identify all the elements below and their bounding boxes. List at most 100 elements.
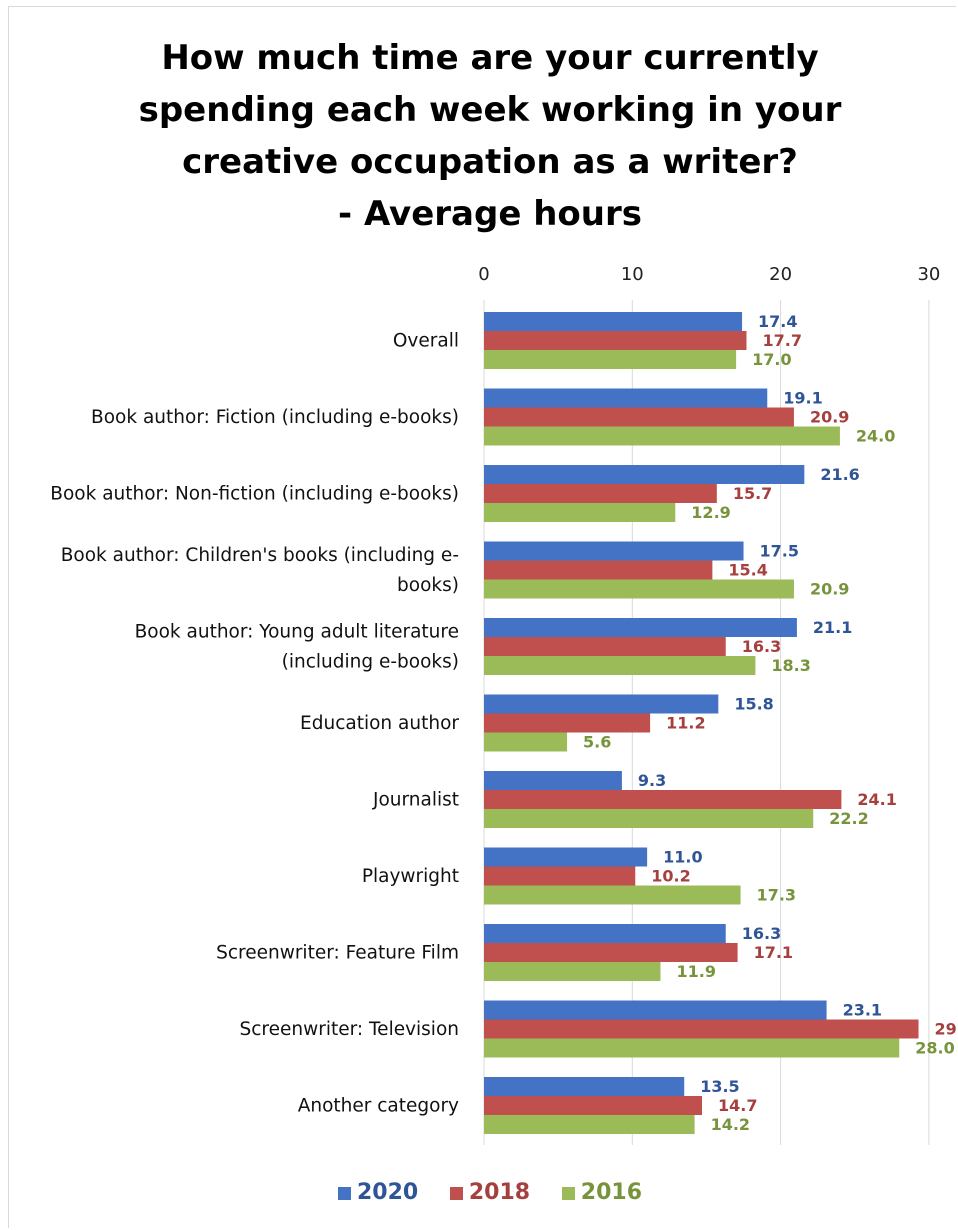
data-label: 15.7 [733, 484, 772, 503]
bar-2018 [484, 866, 636, 886]
bar-2018 [484, 790, 842, 809]
bar-2016 [484, 1115, 695, 1134]
chart-title-line: creative occupation as a writer? [182, 142, 798, 182]
legend-swatch [337, 1186, 351, 1200]
bar-2018 [484, 1019, 919, 1039]
bar-2016 [484, 503, 676, 522]
bar-2020 [484, 694, 719, 714]
legend-label: 2016 [580, 1180, 643, 1205]
data-label: 15.8 [734, 695, 773, 714]
bar-2016 [484, 579, 794, 599]
data-label: 17.5 [760, 542, 799, 561]
legend-label: 2020 [356, 1180, 419, 1205]
data-label: 11.0 [663, 848, 702, 867]
chart-title-line: How much time are your currently [161, 38, 819, 78]
legend-swatch [449, 1186, 463, 1200]
data-label: 5.6 [583, 733, 611, 752]
data-label: 24.0 [856, 427, 895, 446]
category-label: Book author: Young adult literature [135, 622, 459, 643]
bar-2018 [484, 407, 794, 427]
data-label: 11.2 [666, 714, 705, 733]
data-label: 28.0 [915, 1039, 954, 1058]
data-label: 24.1 [857, 790, 896, 809]
bar-2020 [484, 388, 768, 408]
category-label: Education author [300, 713, 459, 734]
data-label: 22.2 [829, 809, 868, 828]
data-label: 16.3 [742, 637, 781, 656]
bar-2016 [484, 732, 568, 752]
data-label: 13.5 [700, 1077, 739, 1096]
bar-2016 [484, 426, 840, 446]
data-label: 17.4 [758, 312, 797, 331]
bar-2018 [484, 637, 726, 656]
data-label: 10.2 [651, 867, 690, 886]
data-label: 16.3 [742, 924, 781, 943]
chart-title: How much time are your currently spendin… [0, 32, 958, 240]
bar-2020 [484, 1000, 827, 1020]
data-label: 17.0 [752, 350, 791, 369]
category-label: Journalist [372, 790, 459, 811]
bar-2018 [484, 1096, 703, 1115]
data-label: 14.2 [711, 1115, 750, 1134]
bar-2020 [484, 847, 648, 867]
x-tick-label: 0 [478, 264, 489, 285]
data-label: 12.9 [691, 503, 730, 522]
bar-2016 [484, 1038, 900, 1058]
bar-2018 [484, 331, 747, 350]
bar-2020 [484, 924, 726, 943]
bar-2020 [484, 541, 744, 561]
legend-item-2016: 2016 [561, 1180, 643, 1205]
data-label: 19.1 [783, 389, 822, 408]
x-tick-label: 10 [621, 264, 644, 285]
chart-title-line: spending each week working in your [138, 90, 842, 130]
category-label: Book author: Non-fiction (including e-bo… [50, 484, 459, 505]
bar-2020 [484, 465, 805, 484]
legend-item-2020: 2020 [337, 1180, 419, 1205]
category-label: (including e-books) [282, 652, 459, 673]
legend-label: 2018 [468, 1180, 531, 1205]
category-label: Screenwriter: Feature Film [216, 943, 459, 964]
data-label: 15.4 [728, 561, 767, 580]
legend-item-2018: 2018 [449, 1180, 531, 1205]
data-label: 20.9 [810, 580, 849, 599]
bar-2018 [484, 484, 717, 503]
data-label: 17.1 [754, 943, 793, 962]
data-label: 21.1 [813, 618, 852, 637]
bar-2016 [484, 656, 756, 675]
category-label: Overall [393, 331, 459, 352]
bar-2018 [484, 713, 651, 733]
data-label: 11.9 [676, 962, 715, 981]
bar-2018 [484, 560, 713, 580]
chart-frame [8, 6, 956, 1228]
data-label: 20.9 [810, 408, 849, 427]
category-label: Another category [298, 1096, 459, 1117]
data-label: 9.3 [638, 771, 666, 790]
category-label: Book author: Fiction (including e-books) [91, 407, 459, 428]
data-label: 18.3 [771, 656, 810, 675]
data-label: 29.3 [935, 1020, 958, 1039]
bar-2016 [484, 350, 737, 369]
bar-2016 [484, 885, 741, 905]
bar-2016 [484, 809, 814, 828]
category-label: Playwright [362, 866, 459, 887]
bar-2018 [484, 943, 738, 962]
category-label: books) [397, 575, 459, 596]
bar-2020 [484, 1077, 685, 1096]
category-label: Screenwriter: Television [240, 1019, 459, 1040]
data-label: 17.3 [757, 886, 796, 905]
bar-2016 [484, 962, 661, 981]
data-label: 14.7 [718, 1096, 757, 1115]
x-tick-label: 30 [917, 264, 940, 285]
data-label: 21.6 [820, 465, 859, 484]
legend: 2020 2018 2016 [0, 1180, 958, 1205]
legend-swatch [561, 1186, 575, 1200]
data-label: 23.1 [843, 1001, 882, 1020]
chart-title-line: - Average hours [338, 194, 642, 234]
bar-2020 [484, 771, 622, 790]
data-label: 17.7 [762, 331, 801, 350]
bar-2020 [484, 312, 743, 331]
bar-2020 [484, 618, 797, 637]
x-tick-label: 20 [769, 264, 792, 285]
category-label: Book author: Children's books (including… [61, 545, 459, 566]
